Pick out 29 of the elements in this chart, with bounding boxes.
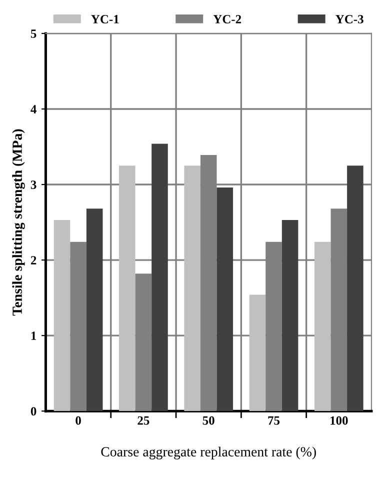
bar [184, 166, 200, 412]
x-axis-title: Coarse aggregate replacement rate (%) [101, 446, 316, 460]
y-axis-title: Tensile splitting strength (MPa) [12, 129, 25, 316]
bar [216, 188, 234, 412]
y-tick-label: 4 [30, 105, 36, 114]
bar [54, 220, 70, 412]
y-tick-label: 1 [31, 332, 36, 340]
bar [314, 242, 331, 412]
legend-label: YC-1 [91, 15, 119, 24]
x-tick-label: 50 [202, 416, 214, 425]
y-tick-label: 3 [30, 180, 36, 189]
legend-label: YC-3 [336, 15, 364, 24]
bar [135, 274, 152, 412]
bar [86, 208, 103, 412]
x-tick-label: 0 [76, 416, 81, 425]
x-tick-label: 100 [330, 416, 348, 425]
legend-label: YC-2 [213, 15, 242, 24]
bar [330, 208, 348, 412]
bar [70, 242, 86, 412]
bar [282, 220, 298, 412]
x-tick-label: 75 [268, 416, 280, 425]
bar [119, 166, 136, 412]
bar [347, 166, 364, 412]
bar [152, 144, 168, 412]
y-tick-label: 2 [30, 256, 36, 264]
y-tick-label: 0 [30, 407, 36, 416]
bar [249, 294, 266, 412]
y-tick-label: 5 [30, 30, 36, 38]
x-tick-label: 25 [138, 416, 150, 425]
